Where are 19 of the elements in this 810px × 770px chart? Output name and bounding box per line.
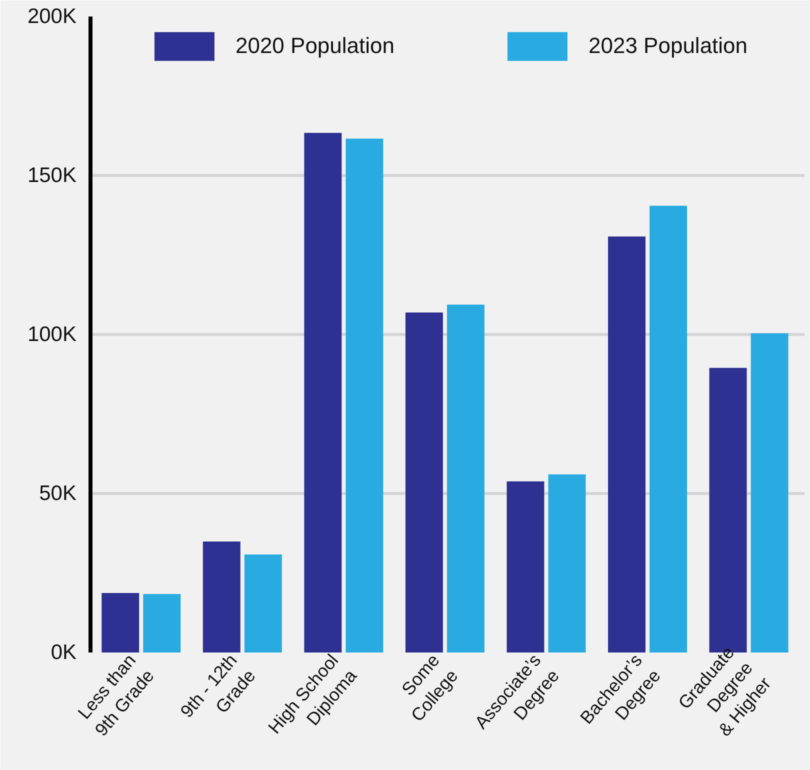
bar [143, 594, 181, 652]
bar [548, 474, 586, 652]
legend-label: 2020 Population [235, 32, 394, 60]
bar [608, 236, 646, 652]
bar [346, 138, 384, 652]
y-tick-label: 100K [27, 323, 76, 346]
bar [244, 554, 282, 652]
bar [405, 312, 443, 652]
y-tick-label: 50K [39, 482, 77, 505]
bar [102, 593, 140, 652]
y-tick-label: 0K [50, 641, 76, 664]
legend-label: 2023 Population [588, 32, 748, 60]
y-tick-label: 200K [27, 5, 76, 28]
y-tick-label: 150K [27, 164, 76, 187]
bar [506, 481, 544, 652]
bar [750, 333, 788, 652]
bar [446, 304, 484, 652]
bar [202, 542, 240, 652]
bar [304, 132, 342, 652]
